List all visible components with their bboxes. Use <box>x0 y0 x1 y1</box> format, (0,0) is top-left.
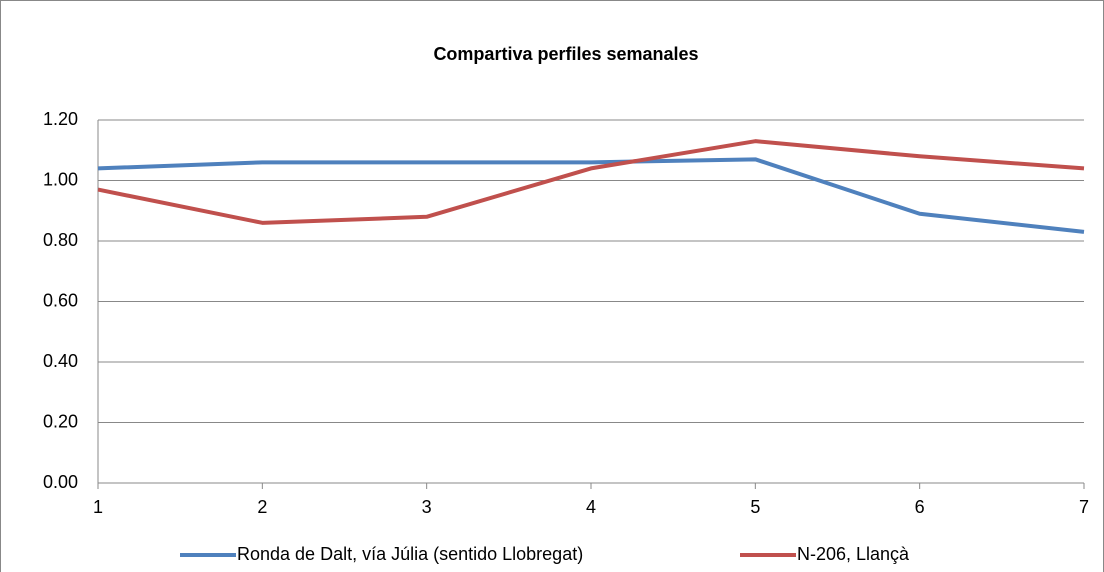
chart-title: Compartiva perfiles semanales <box>433 44 698 64</box>
x-tick-label: 5 <box>750 497 760 517</box>
y-tick-label: 0.40 <box>43 351 78 371</box>
x-tick-label: 7 <box>1079 497 1089 517</box>
y-tick-label: 0.80 <box>43 230 78 250</box>
x-tick-label: 1 <box>93 497 103 517</box>
legend-label: N-206, Llançà <box>797 544 910 564</box>
y-tick-label: 1.20 <box>43 109 78 129</box>
y-tick-label: 1.00 <box>43 169 78 189</box>
series-line <box>97 157 1085 234</box>
legend-label: Ronda de Dalt, vía Júlia (sentido Llobre… <box>237 544 583 564</box>
series-line <box>97 139 1085 225</box>
x-tick-label: 2 <box>257 497 267 517</box>
x-tick-label: 3 <box>422 497 432 517</box>
y-tick-label: 0.60 <box>43 290 78 310</box>
y-tick-label: 0.00 <box>43 472 78 492</box>
y-tick-label: 0.20 <box>43 411 78 431</box>
x-tick-label: 6 <box>915 497 925 517</box>
x-tick-label: 4 <box>586 497 596 517</box>
